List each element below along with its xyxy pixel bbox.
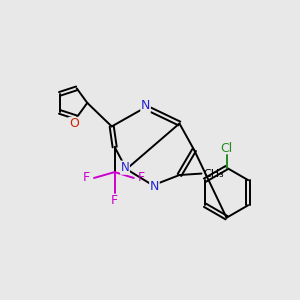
Text: CH₃: CH₃ [203,169,224,178]
Text: F: F [83,172,90,184]
Text: N: N [141,99,150,112]
Text: N: N [121,161,129,174]
Text: N: N [150,180,159,193]
Text: F: F [111,194,118,207]
Text: Cl: Cl [220,142,233,155]
Text: F: F [138,172,145,184]
Text: O: O [69,117,79,130]
